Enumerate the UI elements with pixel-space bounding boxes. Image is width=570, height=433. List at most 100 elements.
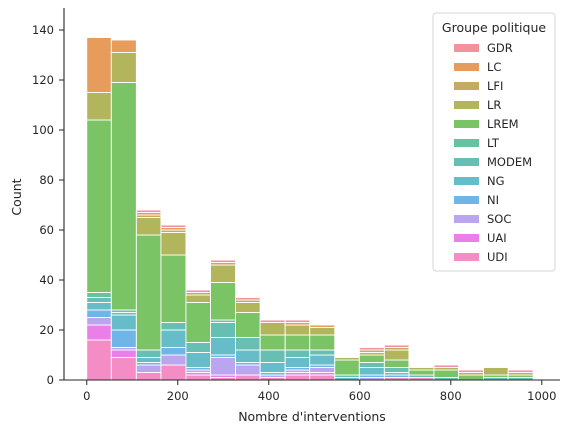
bar-soc-bin-2 bbox=[135, 364, 162, 373]
bar-ng-bin-3 bbox=[160, 329, 187, 348]
legend-swatch-gdr bbox=[454, 44, 479, 52]
legend-label-lr: LR bbox=[487, 98, 501, 112]
legend-swatch-soc bbox=[454, 215, 479, 223]
bar-lrem-bin-1 bbox=[110, 82, 137, 311]
bar-lrem-bin-4 bbox=[185, 302, 211, 343]
bar-lr-bin-12 bbox=[383, 349, 410, 361]
bar-udi-bin-4 bbox=[185, 374, 211, 381]
legend-title: Groupe politique bbox=[442, 20, 546, 35]
bar-lrem-bin-10 bbox=[334, 359, 360, 376]
legend-label-ng: NG bbox=[487, 174, 505, 188]
bar-ng-bin-6 bbox=[235, 349, 261, 363]
legend-frame bbox=[432, 12, 556, 272]
bar-gdr-bin-5 bbox=[210, 259, 237, 263]
bar-udi-bin-1 bbox=[110, 357, 137, 381]
legend-swatch-lc bbox=[454, 63, 479, 71]
x-tick-label: 400 bbox=[258, 389, 280, 403]
bar-soc-bin-9 bbox=[309, 367, 336, 373]
legend-swatch-uai bbox=[454, 234, 479, 242]
bar-lc-bin-1 bbox=[110, 39, 137, 53]
legend-swatch-lr bbox=[454, 101, 479, 109]
bar-modem-bin-6 bbox=[235, 337, 261, 351]
legend-label-udi: UDI bbox=[487, 250, 508, 264]
bar-modem-bin-7 bbox=[259, 349, 286, 363]
legend-swatch-lrem bbox=[454, 120, 479, 128]
bar-modem-bin-12 bbox=[383, 367, 410, 373]
bar-gdr-bin-12 bbox=[383, 344, 410, 348]
bar-udi-bin-8 bbox=[284, 374, 311, 381]
x-tick-label: 1000 bbox=[527, 389, 556, 403]
bar-lr-bin-10 bbox=[334, 357, 360, 361]
legend-label-lc: LC bbox=[487, 60, 501, 74]
x-tick-label: 800 bbox=[440, 389, 462, 403]
bar-modem-bin-0 bbox=[86, 297, 112, 303]
bar-gdr-bin-6 bbox=[235, 297, 261, 301]
bar-gdr-bin-14 bbox=[433, 364, 459, 368]
bar-lr-bin-4 bbox=[185, 294, 211, 303]
legend-swatch-lt bbox=[454, 139, 479, 147]
bar-modem-bin-4 bbox=[185, 342, 211, 353]
bar-lrem-bin-14 bbox=[433, 369, 459, 378]
bar-ng-bin-8 bbox=[284, 357, 311, 368]
bar-ni-bin-0 bbox=[86, 309, 112, 318]
bar-lr-bin-9 bbox=[309, 327, 336, 336]
x-tick-label: 0 bbox=[83, 389, 90, 403]
bar-lr-bin-2 bbox=[135, 217, 162, 236]
y-tick-label: 120 bbox=[32, 73, 54, 87]
y-tick-label: 80 bbox=[39, 173, 54, 187]
x-tick-label: 200 bbox=[167, 389, 189, 403]
bar-uai-bin-0 bbox=[86, 324, 112, 341]
bar-gdr-bin-15 bbox=[458, 369, 485, 373]
bar-lr-bin-7 bbox=[259, 322, 286, 336]
bar-modem-bin-3 bbox=[160, 322, 187, 331]
legend-label-lfi: LFI bbox=[487, 79, 503, 93]
bar-lt-bin-0 bbox=[86, 292, 112, 298]
bar-lrem-bin-8 bbox=[284, 334, 311, 351]
bar-lrem-bin-3 bbox=[160, 254, 187, 323]
bar-gdr-bin-8 bbox=[284, 319, 311, 323]
legend-label-ni: NI bbox=[487, 193, 499, 207]
bar-lrem-bin-12 bbox=[383, 359, 410, 368]
bar-lrem-bin-9 bbox=[309, 334, 336, 351]
legend-swatch-lfi bbox=[454, 82, 479, 90]
y-tick-label: 60 bbox=[39, 223, 54, 237]
bar-soc-bin-5 bbox=[210, 357, 237, 376]
bar-lrem-bin-6 bbox=[235, 312, 261, 338]
bar-ng-bin-2 bbox=[135, 357, 162, 363]
bar-gdr-bin-17 bbox=[507, 369, 534, 373]
legend: Groupe politique GDR LC LFI LR LREM LT MODEM NG N… bbox=[432, 12, 556, 272]
bar-lrem-bin-5 bbox=[210, 282, 237, 321]
bar-soc-bin-0 bbox=[86, 317, 112, 326]
bar-soc-bin-3 bbox=[160, 354, 187, 366]
bar-ng-bin-1 bbox=[110, 314, 137, 331]
bar-lr-bin-16 bbox=[483, 367, 509, 376]
bar-lr-bin-13 bbox=[408, 367, 435, 371]
bar-ni-bin-3 bbox=[160, 347, 187, 356]
bar-lr-bin-6 bbox=[235, 302, 261, 313]
bar-modem-bin-8 bbox=[284, 349, 311, 358]
bar-udi-bin-3 bbox=[160, 364, 187, 381]
bar-lr-bin-5 bbox=[210, 264, 237, 283]
legend-swatch-udi bbox=[454, 253, 479, 261]
bar-lr-bin-8 bbox=[284, 324, 311, 336]
x-tick-label: 600 bbox=[349, 389, 371, 403]
bar-modem-bin-9 bbox=[309, 349, 336, 356]
x-axis-label: Nombre d'interventions bbox=[238, 409, 386, 424]
bar-lrem-bin-13 bbox=[408, 369, 435, 376]
bar-lr-bin-1 bbox=[110, 52, 137, 83]
y-tick-label: 140 bbox=[32, 23, 54, 37]
bar-ng-bin-11 bbox=[358, 367, 385, 376]
legend-label-soc: SOC bbox=[487, 212, 511, 226]
bar-udi-bin-2 bbox=[135, 372, 162, 381]
bar-gdr-bin-2 bbox=[135, 209, 162, 213]
bar-modem-bin-11 bbox=[358, 362, 385, 368]
y-tick-label: 100 bbox=[32, 123, 54, 137]
bar-uai-bin-1 bbox=[110, 349, 137, 358]
legend-swatch-ng bbox=[454, 177, 479, 185]
legend-label-lrem: LREM bbox=[487, 117, 519, 131]
bar-lc-bin-0 bbox=[86, 37, 112, 93]
legend-swatch-modem bbox=[454, 158, 479, 166]
bar-gdr-bin-11 bbox=[358, 347, 385, 351]
y-axis-label: Count bbox=[9, 178, 24, 215]
bar-modem-bin-5 bbox=[210, 322, 237, 338]
